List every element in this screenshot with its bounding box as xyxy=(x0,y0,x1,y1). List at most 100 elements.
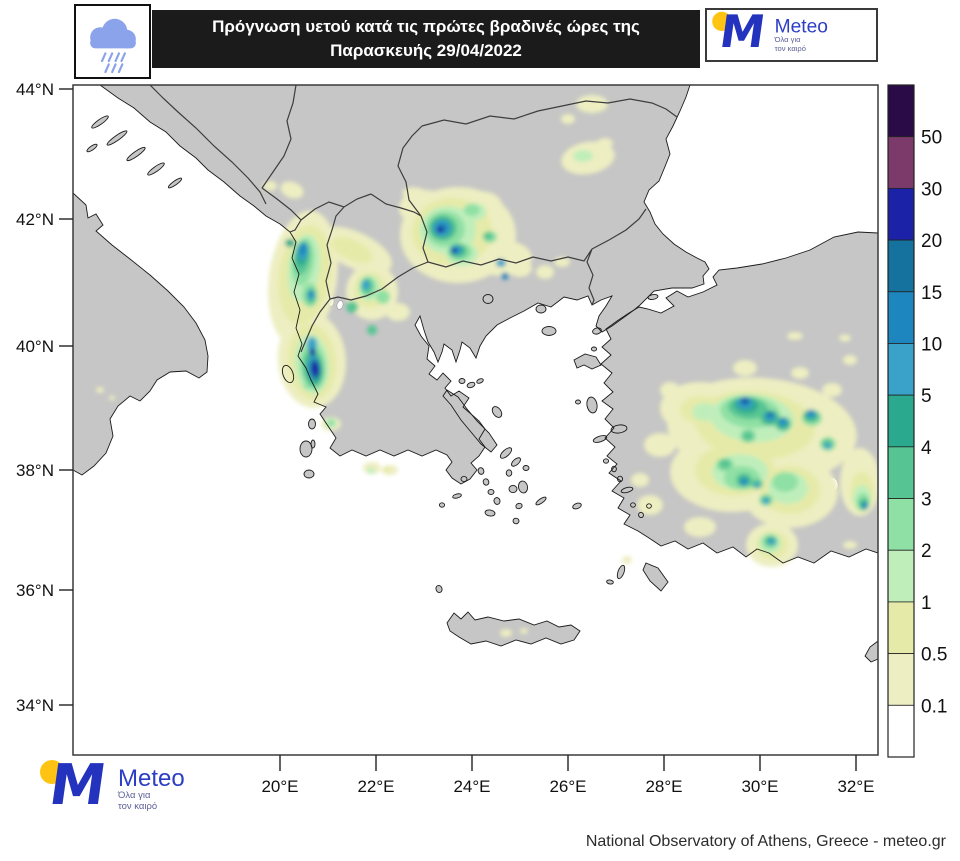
colorbar-segment xyxy=(887,394,915,448)
meteo-logo: M Meteo Όλα για τον καιρό xyxy=(40,753,185,818)
island xyxy=(461,476,467,482)
precip-blob xyxy=(660,382,680,398)
map-frame xyxy=(72,84,879,756)
island xyxy=(606,579,614,585)
island-coastline xyxy=(572,502,582,510)
lake xyxy=(336,300,344,310)
island-coastline xyxy=(466,381,476,389)
island-coastline xyxy=(606,579,614,585)
lon-tick-label: 20°E xyxy=(261,777,298,796)
island xyxy=(617,476,623,482)
island xyxy=(435,585,443,593)
lon-tick-label: 22°E xyxy=(357,777,394,796)
island xyxy=(91,115,109,129)
logo-tagline-1: Όλα για xyxy=(774,35,801,45)
island xyxy=(478,467,484,475)
island-coastline xyxy=(458,378,466,384)
precip-blob xyxy=(483,232,493,240)
island xyxy=(483,294,493,304)
lat-tick-label: 44°N xyxy=(16,80,54,99)
rain-cloud-icon-box xyxy=(74,4,151,79)
precip-blob xyxy=(382,467,390,473)
island-coastline xyxy=(630,502,636,508)
attribution-text: National Observatory of Athens, Greece -… xyxy=(585,833,946,850)
precip-blob xyxy=(807,410,815,416)
island-coastline xyxy=(435,585,443,593)
landmass xyxy=(73,193,208,475)
landmass xyxy=(447,612,580,646)
colorbar-segment xyxy=(887,446,915,499)
colorbar: 50 30 20 15 10 5 4 3 2 1 0.5 0.1 xyxy=(887,84,947,758)
precip-blob xyxy=(772,472,798,492)
colorbar-segment xyxy=(887,291,915,344)
island-coastline xyxy=(592,327,602,335)
logo-m-letter: M xyxy=(45,753,111,818)
lon-tick-label: 32°E xyxy=(837,777,874,796)
island-coastline xyxy=(535,304,547,314)
precip-blob xyxy=(742,397,748,403)
island xyxy=(586,397,598,413)
title-line-1: Πρόγνωση υετού κατά τις πρώτες βραδινές … xyxy=(212,17,640,36)
island xyxy=(511,457,521,467)
island xyxy=(509,485,517,493)
precip-blob xyxy=(508,259,532,277)
colorbar-label: 30 xyxy=(921,179,942,200)
island-coastline xyxy=(167,177,183,189)
island-coastline xyxy=(602,458,610,464)
map-layers xyxy=(73,85,878,755)
island xyxy=(518,481,528,493)
island xyxy=(536,305,546,313)
island xyxy=(467,382,475,388)
island-coastline xyxy=(460,475,468,483)
precip-blob xyxy=(307,337,317,351)
precip-blob xyxy=(768,539,776,545)
island-coastline xyxy=(616,475,624,483)
island xyxy=(308,419,316,429)
island xyxy=(485,509,495,517)
island xyxy=(648,294,658,300)
coastline xyxy=(446,611,581,647)
coastline xyxy=(73,192,209,476)
lat-tick-label: 34°N xyxy=(16,696,54,715)
lat-tick-label: 40°N xyxy=(16,337,54,356)
island xyxy=(617,565,625,579)
precip-blob xyxy=(767,411,773,417)
island-coastline xyxy=(303,469,315,479)
island-coastline xyxy=(575,399,581,405)
colorbar-label: 2 xyxy=(921,541,932,562)
island-coastline xyxy=(310,439,316,449)
logo-text: Meteo Όλα για τον καιρό xyxy=(775,17,828,54)
precip-blob xyxy=(644,433,676,457)
island-coastline xyxy=(482,294,494,304)
meteo-monogram: M xyxy=(712,6,768,58)
logo-yellow-dot-icon xyxy=(40,760,64,784)
island xyxy=(542,326,556,336)
precip-blob xyxy=(263,181,277,191)
precip-blob xyxy=(311,362,319,376)
precip-blob xyxy=(822,383,842,397)
island-coastline xyxy=(487,488,495,496)
colorbar-label: 20 xyxy=(921,231,942,252)
island-coastline xyxy=(646,503,652,509)
precip-blob xyxy=(303,383,311,389)
island xyxy=(459,378,465,384)
logo-m-letter: M xyxy=(716,6,769,59)
island-coastline xyxy=(610,424,628,434)
coastline xyxy=(99,85,710,485)
meteo-monogram: M xyxy=(40,753,110,818)
footer-meteo-logo: M Meteo Όλα για τον καιρό xyxy=(40,753,185,818)
colorbar-segment xyxy=(887,601,915,655)
colorbar-label: 0.5 xyxy=(921,645,947,666)
island-coastline xyxy=(517,480,529,494)
island-coastline xyxy=(508,484,518,494)
landmass xyxy=(643,563,668,591)
logo-text: Meteo Όλα για τον καιρό xyxy=(118,766,185,812)
precip-blob xyxy=(299,244,307,256)
island-coastline xyxy=(452,493,462,499)
precip-blob xyxy=(754,482,760,488)
island xyxy=(483,478,489,486)
island-coastline xyxy=(586,396,598,414)
island xyxy=(492,406,502,418)
island-coastline xyxy=(611,465,617,473)
